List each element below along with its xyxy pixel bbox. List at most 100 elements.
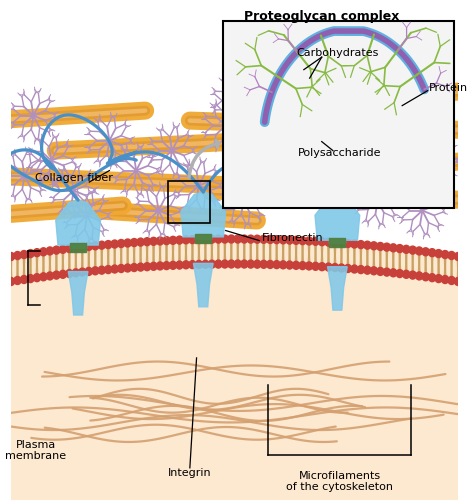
Circle shape <box>396 270 403 278</box>
Circle shape <box>156 262 164 270</box>
Text: Polysaccharide: Polysaccharide <box>298 148 382 158</box>
Circle shape <box>325 238 332 246</box>
Circle shape <box>111 240 118 248</box>
Circle shape <box>91 242 99 250</box>
Circle shape <box>195 261 202 269</box>
Circle shape <box>299 262 306 270</box>
Circle shape <box>40 273 47 281</box>
Circle shape <box>228 260 235 268</box>
Circle shape <box>20 250 27 259</box>
Circle shape <box>208 235 216 243</box>
Circle shape <box>305 237 313 245</box>
Circle shape <box>390 244 397 252</box>
Circle shape <box>319 237 326 245</box>
Text: Fibronectin: Fibronectin <box>261 233 323 243</box>
Circle shape <box>118 239 125 247</box>
Circle shape <box>402 245 410 254</box>
Polygon shape <box>315 195 360 240</box>
Circle shape <box>435 275 442 283</box>
Circle shape <box>286 261 293 269</box>
Bar <box>329 237 346 246</box>
Circle shape <box>260 261 267 268</box>
Circle shape <box>370 242 377 250</box>
Circle shape <box>85 242 92 250</box>
Circle shape <box>280 261 287 269</box>
Circle shape <box>370 267 377 275</box>
Circle shape <box>312 263 319 270</box>
Circle shape <box>111 265 118 273</box>
Circle shape <box>53 246 60 254</box>
Circle shape <box>364 266 371 274</box>
Circle shape <box>247 235 255 243</box>
Circle shape <box>40 248 47 256</box>
Circle shape <box>169 236 177 244</box>
Circle shape <box>409 246 416 254</box>
Circle shape <box>118 265 125 273</box>
Circle shape <box>247 260 255 268</box>
Circle shape <box>331 238 338 246</box>
Circle shape <box>150 237 157 245</box>
Circle shape <box>338 239 345 247</box>
Circle shape <box>72 269 80 277</box>
Circle shape <box>79 268 86 276</box>
Polygon shape <box>181 192 226 237</box>
Circle shape <box>221 260 228 268</box>
Polygon shape <box>70 245 86 247</box>
Circle shape <box>105 240 112 248</box>
Circle shape <box>428 274 436 282</box>
Polygon shape <box>193 264 213 307</box>
Circle shape <box>195 235 202 243</box>
Circle shape <box>163 236 170 244</box>
Circle shape <box>260 235 267 243</box>
Text: Carbohydrates: Carbohydrates <box>296 48 379 58</box>
Text: Microfilaments
of the cytoskeleton: Microfilaments of the cytoskeleton <box>286 470 393 492</box>
Circle shape <box>98 241 105 249</box>
Circle shape <box>176 261 183 269</box>
Circle shape <box>98 266 105 274</box>
Circle shape <box>46 247 54 255</box>
Bar <box>167 180 210 223</box>
Circle shape <box>266 235 274 243</box>
Circle shape <box>124 264 131 272</box>
Circle shape <box>448 277 455 285</box>
Polygon shape <box>56 200 100 245</box>
Circle shape <box>163 262 170 270</box>
Circle shape <box>357 240 365 248</box>
Circle shape <box>286 236 293 244</box>
Circle shape <box>254 260 261 268</box>
Circle shape <box>215 235 222 243</box>
Circle shape <box>169 262 177 270</box>
Circle shape <box>208 260 216 268</box>
Circle shape <box>241 235 248 243</box>
Circle shape <box>435 249 442 258</box>
Circle shape <box>156 237 164 245</box>
Circle shape <box>390 269 397 277</box>
Circle shape <box>91 267 99 275</box>
Circle shape <box>189 261 196 269</box>
Circle shape <box>130 238 138 246</box>
Circle shape <box>266 261 274 269</box>
Circle shape <box>202 261 209 268</box>
Circle shape <box>150 263 157 270</box>
Circle shape <box>59 271 66 278</box>
Circle shape <box>344 239 352 247</box>
Circle shape <box>396 244 403 253</box>
Circle shape <box>416 272 423 280</box>
Circle shape <box>72 244 80 252</box>
Circle shape <box>228 235 235 243</box>
Bar <box>195 234 211 243</box>
Circle shape <box>137 263 144 271</box>
Circle shape <box>14 277 21 285</box>
Circle shape <box>448 252 455 260</box>
Circle shape <box>234 235 241 243</box>
Polygon shape <box>68 272 88 315</box>
Circle shape <box>59 245 66 254</box>
Circle shape <box>402 271 410 278</box>
Circle shape <box>319 263 326 271</box>
Text: Protein: Protein <box>429 83 468 93</box>
Circle shape <box>383 243 391 251</box>
Circle shape <box>422 273 429 281</box>
Circle shape <box>292 236 300 244</box>
Circle shape <box>144 263 151 271</box>
Text: Proteoglycan complex: Proteoglycan complex <box>244 10 400 23</box>
